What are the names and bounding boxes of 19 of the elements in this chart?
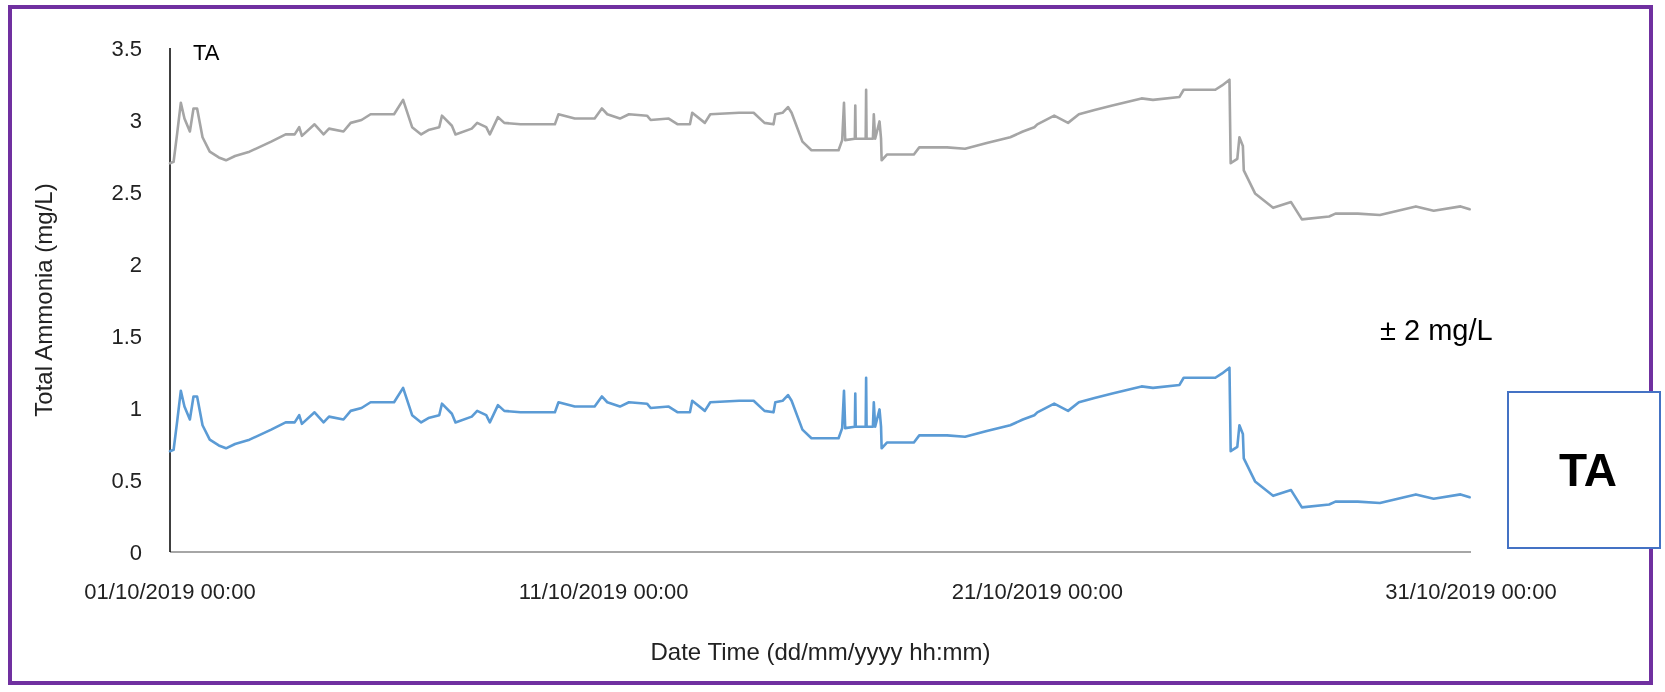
x-tick-label: 11/10/2019 00:00 <box>518 579 689 604</box>
x-tick-label: 21/10/2019 00:00 <box>951 579 1123 604</box>
y-tick-label: 1 <box>129 395 142 421</box>
y-tick-label: 2.5 <box>111 179 142 205</box>
y-tick-label: 3 <box>129 107 142 133</box>
x-tick-label: 01/10/2019 00:00 <box>84 579 256 604</box>
y-tick-label: 2 <box>129 251 142 277</box>
x-tick-label: 31/10/2019 00:00 <box>1385 579 1557 604</box>
y-tick-label: 1.5 <box>111 323 142 349</box>
y-tick-label: 0 <box>129 539 142 565</box>
annotation: TA <box>193 40 220 65</box>
line-series <box>168 366 1471 509</box>
line-series <box>168 78 1471 221</box>
y-tick-label: 0.5 <box>111 467 142 493</box>
annotation: ± 2 mg/L <box>1380 314 1493 346</box>
y-axis-title: Total Ammonia (mg/L) <box>30 183 57 417</box>
x-axis-title: Date Time (dd/mm/yyyy hh:mm) <box>650 638 991 665</box>
text: TA <box>1559 444 1617 496</box>
y-tick-label: 3.5 <box>111 35 142 61</box>
